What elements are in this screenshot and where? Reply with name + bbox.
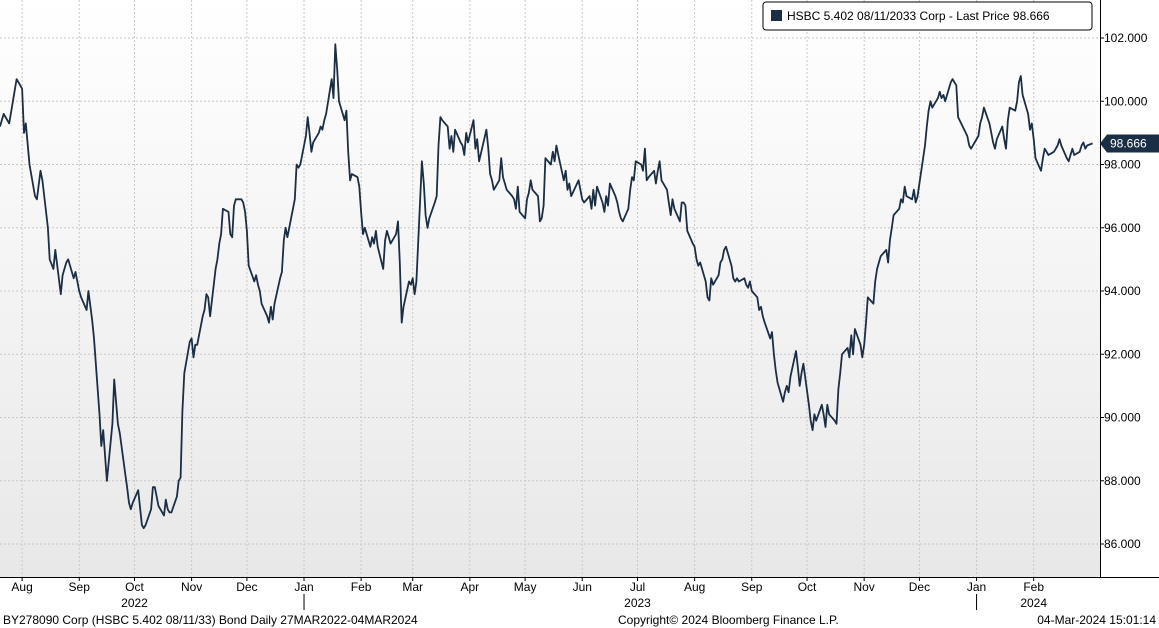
- legend: HSBC 5.402 08/11/2033 Corp - Last Price …: [762, 1, 1093, 31]
- grid-lines: [0, 0, 1100, 577]
- x-tick-label: May: [514, 580, 537, 594]
- x-tick-label: Oct: [125, 580, 144, 594]
- series-layer: [0, 43, 1093, 530]
- y-tick-label: 88.000: [1104, 474, 1141, 488]
- x-axis-tick-labels: Aug Sep Oct Nov Dec Jan Feb Mar Apr May Jun Jul Aug S…: [11, 577, 1047, 610]
- y-tick-label: 92.000: [1104, 347, 1141, 361]
- x-tick-label: Feb: [1023, 580, 1044, 594]
- x-tick-label: Nov: [853, 580, 874, 594]
- x-tick-label: Jan: [967, 580, 986, 594]
- x-tick-label: Apr: [461, 580, 480, 594]
- last-price-tag: 98.666: [1100, 134, 1159, 153]
- legend-swatch: [771, 10, 782, 21]
- x-tick-label: Jun: [573, 580, 592, 594]
- x-tick-label: Aug: [684, 580, 705, 594]
- x-tick-label: Dec: [909, 580, 930, 594]
- x-tick-label: Oct: [798, 580, 817, 594]
- x-tick-label: Aug: [11, 580, 32, 594]
- x-tick-label: Nov: [181, 580, 202, 594]
- legend-label: HSBC 5.402 08/11/2033 Corp - Last Price …: [787, 9, 1050, 23]
- footer-copyright: Copyright© 2024 Bloomberg Finance L.P.: [618, 613, 839, 627]
- legend-box: [762, 1, 1093, 31]
- y-tick-label: 98.000: [1104, 158, 1141, 172]
- x-tick-label: Jul: [630, 580, 645, 594]
- y-tick-label: 90.000: [1104, 411, 1141, 425]
- x-year-label: 2024: [1020, 596, 1047, 610]
- x-tick-label: Sep: [741, 580, 763, 594]
- x-tick-label: Sep: [69, 580, 91, 594]
- footer-timestamp: 04-Mar-2024 15:01:14: [1037, 613, 1156, 627]
- footer: BY278090 Corp (HSBC 5.402 08/11/33) Bond…: [3, 613, 1156, 627]
- footer-left: BY278090 Corp (HSBC 5.402 08/11/33) Bond…: [3, 613, 418, 627]
- y-tick-label: 102.000: [1104, 31, 1148, 45]
- y-tick-label: 86.000: [1104, 537, 1141, 551]
- y-tick-label: 96.000: [1104, 221, 1141, 235]
- last-price-tag-label: 98.666: [1110, 136, 1147, 150]
- x-tick-label: Mar: [402, 580, 423, 594]
- last-price-tag-shape: [1100, 134, 1159, 153]
- plot-area: [0, 0, 1100, 577]
- x-year-label: 2023: [624, 596, 651, 610]
- x-year-label: 2022: [121, 596, 148, 610]
- x-tick-label: Feb: [351, 580, 372, 594]
- y-axis-tick-labels: 86.000 88.000 90.000 92.000 94.000 96.000 98.0…: [1100, 31, 1148, 551]
- y-tick-label: 94.000: [1104, 284, 1141, 298]
- x-tick-label: Dec: [236, 580, 257, 594]
- y-tick-label: 100.000: [1104, 94, 1148, 108]
- price-line: [0, 43, 1093, 530]
- x-tick-label: Jan: [294, 580, 313, 594]
